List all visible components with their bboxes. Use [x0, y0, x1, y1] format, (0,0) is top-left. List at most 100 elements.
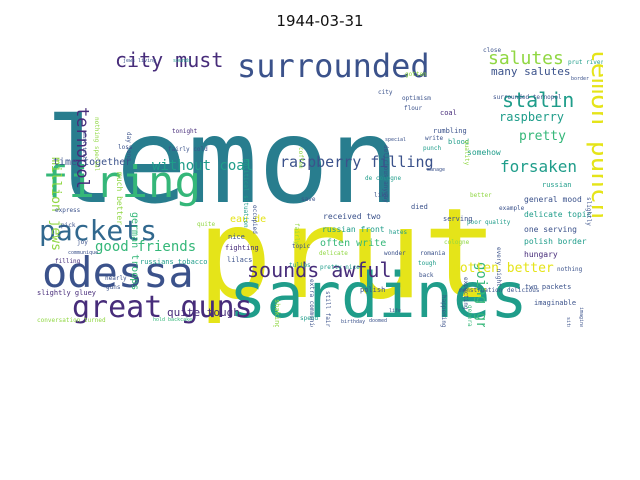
word-spend: spend — [300, 315, 318, 322]
word-imaginable-subject: imaginable subject — [578, 307, 584, 327]
word-hates: hates — [389, 229, 407, 236]
word-tonight: tonight — [172, 128, 198, 135]
word-odessa: odessa — [42, 248, 194, 297]
word-prut-river: prut river — [568, 59, 603, 66]
word-every-night: every night — [495, 247, 502, 287]
word-good-friends: good friends — [95, 239, 196, 255]
word-de-cologne: de cologne — [365, 175, 402, 182]
word-wonder: wonder — [384, 250, 406, 257]
word-nothing-special: nothing special — [93, 117, 100, 172]
word-shaking: shaking — [273, 299, 281, 327]
word-coal: coal — [440, 109, 457, 117]
word-died: died — [411, 203, 428, 211]
word-situation: situation — [565, 317, 571, 327]
word-firing: firing — [42, 157, 201, 208]
word-doomed: doomed — [369, 318, 387, 324]
word-blood: blood — [448, 138, 469, 146]
word-must-tell: must tell — [81, 132, 87, 159]
word-two-packets: two packets — [525, 283, 571, 291]
word-quite: quite — [197, 221, 215, 228]
word-tough: tough — [418, 260, 436, 267]
word-hold-backcake: hold backcake — [153, 317, 192, 323]
word-sardines: sardines — [229, 259, 528, 327]
word-menstruation: menstruation — [459, 287, 503, 294]
word-salutes: salutes — [488, 48, 564, 69]
word-polish: polish — [360, 286, 385, 294]
word-save: save — [301, 196, 316, 203]
word-pretty-nice: pretty nice — [320, 264, 360, 271]
word-general-mood: general mood — [524, 195, 582, 204]
word-topic: topic — [292, 243, 310, 250]
word-somehow: somehow — [467, 148, 501, 157]
word-nice: nice — [228, 233, 245, 241]
word-special: special — [385, 137, 406, 143]
word-stalin: stalin — [502, 88, 574, 112]
word-example: example — [499, 205, 525, 212]
word-surrounded: surrounded — [237, 47, 430, 85]
word-eau-de: eau de — [230, 214, 266, 225]
word-romania: romania — [420, 250, 446, 257]
word-serving: serving — [443, 215, 473, 223]
word-russian: russian — [542, 181, 572, 189]
word-nearly: nearly — [105, 275, 127, 282]
word-going-great: going great — [473, 262, 489, 327]
word-optimism: optimism — [402, 95, 431, 102]
word-express: express — [55, 207, 81, 214]
word-extra-communique: extra communique — [308, 279, 315, 327]
word-raspberry-filling: raspberry filling — [280, 153, 434, 171]
word-punch: punch — [423, 145, 441, 152]
word-general: general — [466, 305, 473, 327]
word-occupied: occupied — [251, 205, 258, 234]
word-tulips: tulips — [289, 262, 311, 269]
word-conversation-turned: conversation turned — [37, 317, 106, 324]
word-quality: quality — [463, 140, 470, 166]
word-delicious-anyway: delicious anyway — [382, 145, 389, 203]
word-lemon: lemon — [45, 92, 400, 230]
word-quite-tough: quite tough — [167, 306, 240, 319]
word-expecting: expecting — [462, 277, 469, 310]
word-much-better: much better — [115, 172, 124, 225]
word-received-two: received two — [323, 212, 381, 221]
word-fairly: fairly — [293, 223, 300, 245]
word-pretty: pretty — [519, 129, 566, 144]
word-fighting: fighting — [225, 244, 259, 252]
word-without-coal: without coal — [152, 158, 253, 174]
word-poor-quality: poor quality — [467, 219, 511, 226]
word-manage: manage — [427, 167, 445, 173]
word-many-salutes: many salutes — [491, 65, 570, 78]
word-packets: packets — [39, 214, 157, 247]
word-delicate-topic: delicate topic — [524, 210, 592, 219]
word-surrounded-ternopol: surrounded ternopol — [493, 94, 562, 101]
word-slightly: slightly — [585, 197, 592, 226]
word-time-together: time together — [53, 157, 131, 168]
word-like: like — [374, 192, 389, 199]
word-ternopol: ternopol — [72, 107, 92, 189]
word-city: city — [378, 89, 393, 96]
word-life: life — [389, 308, 401, 314]
word-better: better — [470, 192, 492, 199]
word-flour: flour — [404, 105, 422, 112]
word-loss: loss — [118, 144, 133, 151]
word-coffee: coffee — [297, 147, 304, 169]
word-pick: pick — [61, 222, 76, 229]
word-russian-front: russian front — [322, 225, 385, 234]
word-one-serving: one serving — [524, 225, 577, 234]
word-million-jews: million jews — [48, 157, 63, 251]
word-birthday: birthday — [341, 319, 365, 325]
word-gotten-better: gotten better — [452, 261, 554, 276]
word-border: border — [571, 76, 589, 82]
word-filling: filling — [55, 258, 81, 265]
word-sounds: sounds — [173, 58, 191, 64]
word-raspberry: raspberry — [499, 110, 564, 124]
word-cloud: prutlemonsardinesodessafiringsurroundedg… — [37, 47, 603, 327]
word-hungary: hungary — [524, 250, 558, 259]
word-guns: guns — [106, 284, 121, 291]
word-delicate: delicate — [319, 250, 348, 257]
word-joy: joy — [77, 239, 88, 246]
word-lilacs: lilacs — [227, 256, 252, 264]
word-gotten: gotten — [405, 71, 427, 78]
word-cologne: cologne — [444, 239, 470, 246]
word-sounds-awful: sounds awful — [247, 258, 392, 282]
word-back: back — [419, 272, 434, 279]
word-russians-tobacco: russians tobacco — [140, 258, 207, 266]
